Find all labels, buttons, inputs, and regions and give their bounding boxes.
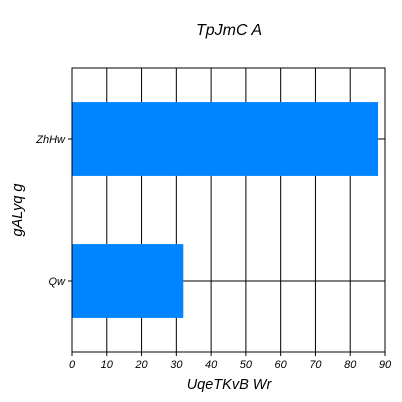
x-tick-label: 50: [240, 359, 253, 371]
bars: [72, 102, 379, 318]
bar-Qw: [72, 244, 184, 318]
x-tick-label: 70: [309, 359, 322, 371]
y-tick-label: ZhHw: [35, 134, 66, 146]
chart-title: TpJmC A: [196, 22, 262, 39]
x-tick-label: 40: [205, 359, 218, 371]
x-tick-label: 30: [170, 359, 183, 371]
x-axis-ticks: 0 10 20 30 40 50 60 70 80 90: [69, 352, 392, 371]
y-axis-label: gALyq g: [10, 184, 26, 237]
x-tick-label: 10: [101, 359, 114, 371]
x-tick-label: 60: [275, 359, 288, 371]
x-tick-label: 80: [344, 359, 357, 371]
plot-frame: [71, 67, 386, 353]
x-tick-label: 90: [379, 359, 392, 371]
y-axis-ticks: Qw ZhHw: [35, 134, 72, 288]
x-tick-label: 20: [134, 359, 148, 371]
bar-ZhHw: [72, 102, 379, 176]
y-tick-label: Qw: [49, 276, 67, 288]
x-tick-label: 0: [69, 359, 76, 371]
x-axis-label: UqeTKvB Wr: [187, 377, 273, 393]
